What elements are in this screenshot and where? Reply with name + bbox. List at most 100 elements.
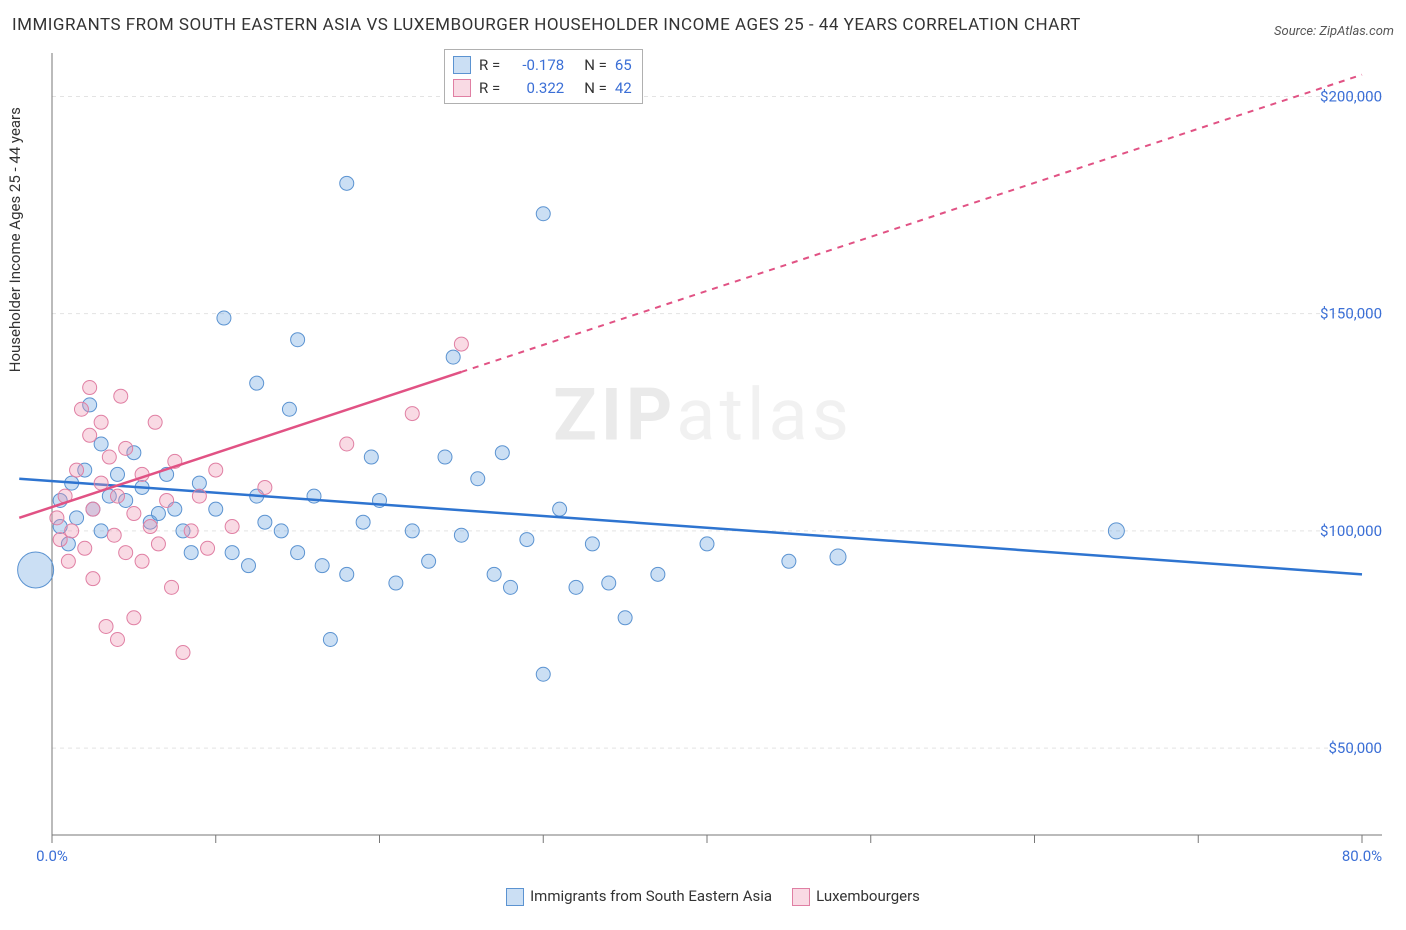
- data-point-sea: [1108, 523, 1124, 539]
- data-point-sea: [700, 537, 714, 551]
- data-point-sea: [651, 568, 665, 582]
- data-point-lux: [65, 524, 79, 538]
- data-point-lux: [119, 546, 133, 560]
- swatch-sea: [453, 56, 471, 74]
- data-point-sea: [315, 559, 329, 573]
- data-point-lux: [151, 537, 165, 551]
- data-point-sea: [487, 568, 501, 582]
- data-point-lux: [61, 554, 75, 568]
- data-point-lux: [258, 481, 272, 495]
- data-point-sea: [291, 546, 305, 560]
- data-point-sea: [184, 546, 198, 560]
- data-point-lux: [74, 402, 88, 416]
- data-point-lux: [340, 437, 354, 451]
- data-point-sea: [192, 476, 206, 490]
- data-point-lux: [102, 450, 116, 464]
- svg-text:0.0%: 0.0%: [36, 847, 68, 865]
- data-point-lux: [86, 502, 100, 516]
- source-attribution: Source: ZipAtlas.com: [1274, 24, 1394, 39]
- correlation-stats-box: R =-0.178N =65R =0.322N =42: [444, 49, 643, 104]
- data-point-sea: [782, 554, 796, 568]
- data-point-sea: [471, 472, 485, 486]
- data-point-sea: [504, 581, 518, 595]
- chart-title: IMMIGRANTS FROM SOUTH EASTERN ASIA VS LU…: [12, 12, 1081, 39]
- data-point-sea: [389, 576, 403, 590]
- data-point-lux: [83, 381, 97, 395]
- data-point-sea: [225, 546, 239, 560]
- data-point-sea: [569, 581, 583, 595]
- data-point-sea: [602, 576, 616, 590]
- data-point-lux: [454, 337, 468, 351]
- data-point-lux: [111, 633, 125, 647]
- legend: Immigrants from South Eastern Asia Luxemb…: [12, 887, 1394, 906]
- data-point-sea: [364, 450, 378, 464]
- data-point-sea: [242, 559, 256, 573]
- data-point-lux: [143, 520, 157, 534]
- data-point-lux: [114, 389, 128, 403]
- data-point-lux: [176, 646, 190, 660]
- data-point-sea: [94, 524, 108, 538]
- data-point-sea: [258, 515, 272, 529]
- data-point-sea: [356, 515, 370, 529]
- legend-swatch-sea: [506, 888, 524, 906]
- trend-line-sea: [19, 479, 1362, 575]
- data-point-sea: [553, 502, 567, 516]
- data-point-sea: [217, 311, 231, 325]
- trend-line-lux: [19, 372, 461, 518]
- data-point-sea: [405, 524, 419, 538]
- data-point-sea: [18, 552, 54, 588]
- data-point-lux: [50, 511, 64, 525]
- data-point-sea: [536, 207, 550, 221]
- data-point-lux: [165, 581, 179, 595]
- data-point-lux: [127, 507, 141, 521]
- data-point-sea: [282, 402, 296, 416]
- swatch-lux: [453, 79, 471, 97]
- data-point-lux: [99, 620, 113, 634]
- data-point-lux: [119, 442, 133, 456]
- trend-extrapolation-lux: [461, 75, 1362, 372]
- data-point-lux: [107, 528, 121, 542]
- svg-text:$200,000: $200,000: [1320, 88, 1382, 106]
- legend-label-lux: Luxembourgers: [816, 887, 920, 905]
- data-point-sea: [274, 524, 288, 538]
- svg-text:$150,000: $150,000: [1320, 305, 1382, 323]
- data-point-sea: [422, 554, 436, 568]
- data-point-sea: [830, 549, 846, 565]
- data-point-lux: [53, 533, 67, 547]
- data-point-lux: [405, 407, 419, 421]
- svg-text:$100,000: $100,000: [1320, 522, 1382, 540]
- data-point-sea: [94, 437, 108, 451]
- data-point-sea: [151, 507, 165, 521]
- stats-row-sea: R =-0.178N =65: [453, 54, 632, 77]
- data-point-lux: [160, 494, 174, 508]
- data-point-lux: [111, 489, 125, 503]
- data-point-sea: [536, 667, 550, 681]
- legend-swatch-lux: [792, 888, 810, 906]
- data-point-sea: [323, 633, 337, 647]
- data-point-lux: [192, 489, 206, 503]
- data-point-sea: [495, 446, 509, 460]
- data-point-sea: [454, 528, 468, 542]
- stats-row-lux: R =0.322N =42: [453, 77, 632, 100]
- chart-container: Householder Income Ages 25 - 44 years $5…: [12, 45, 1394, 885]
- data-point-sea: [209, 502, 223, 516]
- data-point-sea: [446, 350, 460, 364]
- data-point-sea: [438, 450, 452, 464]
- data-point-lux: [209, 463, 223, 477]
- legend-label-sea: Immigrants from South Eastern Asia: [530, 887, 772, 905]
- data-point-sea: [618, 611, 632, 625]
- y-axis-label: Householder Income Ages 25 - 44 years: [6, 107, 24, 372]
- data-point-lux: [70, 463, 84, 477]
- data-point-sea: [250, 376, 264, 390]
- data-point-sea: [585, 537, 599, 551]
- svg-text:80.0%: 80.0%: [1342, 847, 1382, 865]
- svg-text:$50,000: $50,000: [1328, 739, 1382, 757]
- scatter-plot: $50,000 $100,000 $150,000 $200,000 0.0% 80.0%: [12, 45, 1394, 885]
- data-point-lux: [135, 554, 149, 568]
- data-point-sea: [111, 468, 125, 482]
- data-point-sea: [70, 511, 84, 525]
- data-point-lux: [127, 611, 141, 625]
- data-point-lux: [86, 572, 100, 586]
- data-point-sea: [340, 177, 354, 191]
- data-point-lux: [225, 520, 239, 534]
